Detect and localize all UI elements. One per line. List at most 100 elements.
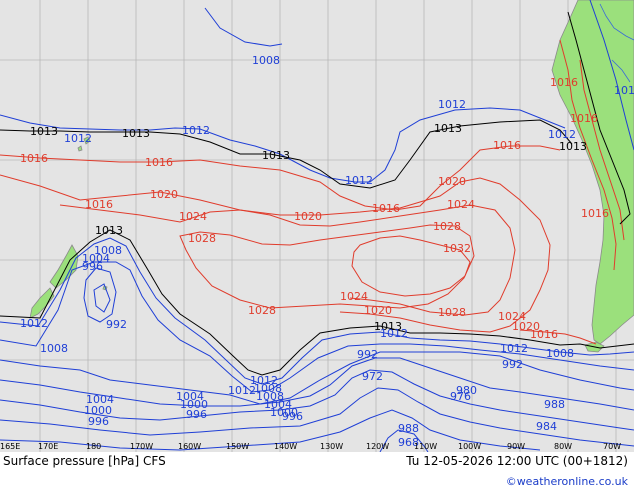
pressure-map: 1016 1016 1016 1016 1016 1016 1016 1020 … bbox=[0, 0, 634, 452]
isobar-label: 1024 bbox=[447, 198, 475, 211]
south-america-rivers bbox=[599, 3, 634, 83]
isobar-label: 1016 bbox=[493, 139, 521, 152]
isobar-label: 1020 bbox=[364, 304, 392, 317]
longitude-label: 130W bbox=[320, 442, 343, 451]
new-zealand-south bbox=[29, 287, 55, 319]
isobar-984 bbox=[379, 429, 429, 452]
isobar-lines bbox=[0, 0, 634, 452]
isobar-label: 992 bbox=[106, 318, 127, 331]
isobar-1024 bbox=[59, 204, 516, 316]
isobar-label: 996 bbox=[88, 415, 109, 428]
site-credit-link[interactable]: ©weatheronline.co.uk bbox=[505, 475, 628, 488]
isobar-988 bbox=[0, 409, 541, 451]
isobar-label: 1013 bbox=[559, 140, 587, 153]
isobar-label: 1016 bbox=[145, 156, 173, 169]
isobar-1004 bbox=[0, 351, 634, 405]
isobar-label: 1013 bbox=[95, 224, 123, 237]
isobar-label: 1020 bbox=[512, 320, 540, 333]
isobar-1008-south bbox=[0, 261, 634, 393]
isobar-1012-north bbox=[0, 107, 566, 183]
isobar-label: 1012 bbox=[250, 374, 278, 387]
fiji-islands bbox=[77, 136, 91, 152]
isobar-label: 1013 bbox=[434, 122, 462, 135]
isobar-label: 1032 bbox=[443, 242, 471, 255]
longitude-label: 100W bbox=[458, 442, 481, 451]
isobar-label: 996 bbox=[82, 260, 103, 273]
isobar-1016-north bbox=[0, 145, 561, 211]
isobar-1020-sa bbox=[579, 59, 625, 241]
isobar-label: 1008 bbox=[546, 347, 574, 360]
longitude-label: 80W bbox=[554, 442, 572, 451]
isobar-label: 1016 bbox=[530, 328, 558, 341]
isobar-1008-north bbox=[204, 7, 283, 47]
isobar-label: 1012 bbox=[20, 317, 48, 330]
isobar-label: 1016 bbox=[372, 202, 400, 215]
longitude-label: 165E bbox=[0, 442, 20, 451]
longitude-label: 70W bbox=[603, 442, 621, 451]
longitude-labels: 165E 170E 180 170W 160W 150W 140W 130W 1… bbox=[0, 442, 621, 451]
isobar-label: 1024 bbox=[498, 310, 526, 323]
longitude-label: 160W bbox=[178, 442, 201, 451]
isobar-label: 1000 bbox=[84, 404, 112, 417]
isobar-label: 988 bbox=[398, 422, 419, 435]
isobar-labels-blue: 1008 1012 1012 1012 1012 1012 1012 1012 … bbox=[20, 54, 634, 449]
isobar-label: 1008 bbox=[254, 382, 282, 395]
isobar-label: 1016 bbox=[20, 152, 48, 165]
isobar-label: 1012 bbox=[614, 84, 634, 97]
isobar-label: 1028 bbox=[433, 220, 461, 233]
isobar-label: 1013 bbox=[374, 320, 402, 333]
isobar-label: 1016 bbox=[550, 76, 578, 89]
isobar-label: 1013 bbox=[122, 127, 150, 140]
isobar-1028 bbox=[179, 224, 475, 309]
longitude-label: 170W bbox=[130, 442, 153, 451]
isobar-label: 1024 bbox=[340, 290, 368, 303]
isobar-1032 bbox=[351, 235, 471, 297]
isobar-labels-red: 1016 1016 1016 1016 1016 1016 1016 1020 … bbox=[20, 76, 609, 341]
isobar-label: 1020 bbox=[294, 210, 322, 223]
isobar-label: 1004 bbox=[264, 398, 292, 411]
footer-bar: Surface pressure [hPa] CFS Tu 12-05-2026… bbox=[0, 452, 634, 490]
isobar-label: 1012 bbox=[228, 384, 256, 397]
isobar-1016-sa bbox=[559, 39, 617, 271]
isobar-label: 1024 bbox=[179, 210, 207, 223]
isobar-label: 1004 bbox=[86, 393, 114, 406]
isobar-992 bbox=[0, 387, 634, 447]
isobar-label: 996 bbox=[186, 408, 207, 421]
isobar-1012-sa bbox=[589, 0, 634, 151]
longitude-label: 180 bbox=[86, 442, 101, 451]
longitude-label: 120W bbox=[366, 442, 389, 451]
isobar-label: 1008 bbox=[256, 390, 284, 403]
isobar-label: 1020 bbox=[438, 175, 466, 188]
isobar-1013-north bbox=[0, 119, 573, 189]
isobar-1016-sa-south bbox=[519, 329, 597, 345]
isobar-label: 1013 bbox=[262, 149, 290, 162]
isobar-1012-south bbox=[0, 237, 634, 385]
isobar-label: 1012 bbox=[380, 327, 408, 340]
isobar-label: 1016 bbox=[581, 207, 609, 220]
isobar-label: 1004 bbox=[82, 252, 110, 265]
isobar-label: 984 bbox=[536, 420, 557, 433]
isobar-label: 1020 bbox=[150, 188, 178, 201]
isobar-label: 1000 bbox=[270, 406, 298, 419]
longitude-label: 140W bbox=[274, 442, 297, 451]
isobar-label: 1012 bbox=[345, 174, 373, 187]
isobar-label: 972 bbox=[362, 370, 383, 383]
isobar-label: 1008 bbox=[252, 54, 280, 67]
isobar-label: 1012 bbox=[438, 98, 466, 111]
isobar-1004-nz bbox=[83, 267, 117, 323]
isobar-label: 1028 bbox=[188, 232, 216, 245]
isobar-label: 1028 bbox=[248, 304, 276, 317]
isobar-label: 992 bbox=[357, 348, 378, 361]
isobar-1000 bbox=[0, 357, 634, 411]
longitude-label: 110W bbox=[414, 442, 437, 451]
isobar-label: 1013 bbox=[30, 125, 58, 138]
isobar-label: 1012 bbox=[182, 124, 210, 137]
longitude-label: 90W bbox=[507, 442, 525, 451]
isobar-label: 988 bbox=[544, 398, 565, 411]
isobar-label: 996 bbox=[282, 410, 303, 423]
isobar-1013-south bbox=[0, 229, 634, 376]
isobar-label: 1016 bbox=[570, 112, 598, 125]
isobar-label: 976 bbox=[450, 390, 471, 403]
isobar-label: 1000 bbox=[180, 398, 208, 411]
longitude-label: 150W bbox=[226, 442, 249, 451]
